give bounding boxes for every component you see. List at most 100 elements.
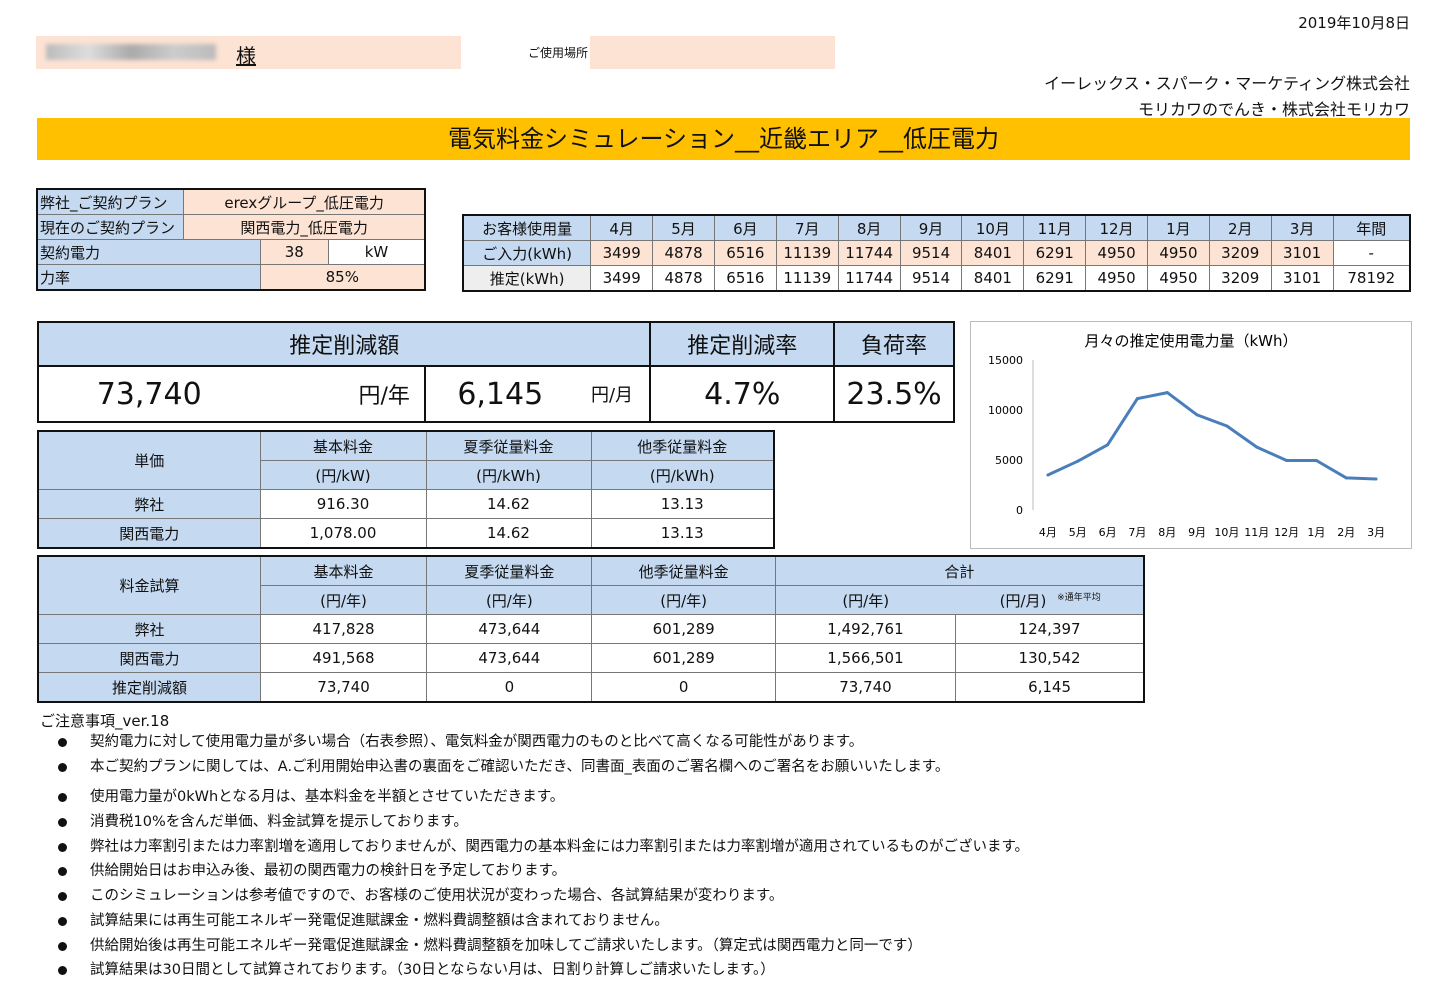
unit-header-basic: 基本料金 bbox=[259, 430, 427, 461]
plan-table: 弊社_ご契約プラン erexグループ_低圧電力 現在のご契約プラン 関西電力_低… bbox=[36, 188, 426, 291]
reduction-yearly-value: 73,740 bbox=[36, 365, 260, 423]
note-text: 供給開始日はお申込み後、最初の関西電力の検針日を予定しております。 bbox=[90, 863, 567, 880]
reduction-yearly-unit: 円/年 bbox=[259, 365, 426, 423]
cost-cell: 1,566,501 bbox=[774, 643, 957, 673]
data-point bbox=[1165, 391, 1169, 395]
power-factor-label: 力率 bbox=[36, 264, 261, 291]
data-point bbox=[1076, 459, 1080, 463]
page-title: 電気料金シミュレーション__近畿エリア__低圧電力 bbox=[37, 118, 1410, 160]
bullet-icon bbox=[58, 842, 67, 852]
unit-cell: 1,078.00 bbox=[259, 518, 427, 549]
data-point bbox=[1225, 424, 1229, 428]
series-line bbox=[1047, 391, 1377, 481]
cost-header-summer-unit: (円/年) bbox=[426, 585, 593, 615]
power-factor-value: 85% bbox=[259, 264, 426, 291]
monthly-usage-chart: 月々の推定使用電力量（kWh） 0 5000 10000 15000 4月 5月 6月 7月 8… bbox=[970, 321, 1412, 549]
usage-header-label: お客様使用量 bbox=[462, 214, 592, 241]
note-text: 試算結果は30日間として試算されております。（30日とならない月は、日割り計算し… bbox=[90, 962, 775, 979]
note-text: 消費税10%を含んだ単価、料金試算を提示しております。 bbox=[90, 814, 468, 831]
x-tick-label: 3月 bbox=[1367, 526, 1385, 539]
notes-list: 契約電力に対して使用電力量が多い場合（右表参照）、電気料金が関西電力のものと比べ… bbox=[58, 730, 1398, 983]
usage-input-label: ご入力(kWh) bbox=[462, 240, 592, 266]
cost-cell: 473,644 bbox=[426, 614, 593, 644]
usage-input-cell: 4950 bbox=[1085, 240, 1148, 266]
cost-cell: 73,740 bbox=[259, 672, 428, 703]
customer-honorific: 様 bbox=[236, 44, 256, 68]
usage-estimate-cell: 3209 bbox=[1208, 265, 1272, 292]
cost-cell: 601,289 bbox=[591, 643, 776, 673]
bullet-icon bbox=[58, 941, 67, 951]
cost-cell: 0 bbox=[426, 672, 593, 703]
cost-cell: 6,145 bbox=[955, 672, 1145, 703]
usage-table: お客様使用量 4月 5月 6月 7月 8月 9月 10月 11月 12月 1月 2月 3月 年間 ご入力… bbox=[462, 214, 1411, 292]
usage-estimate-cell: 11744 bbox=[837, 265, 901, 292]
unit-cell: 13.13 bbox=[590, 489, 775, 519]
cost-header-summer: 夏季従量料金 bbox=[426, 555, 593, 586]
x-tick-label: 6月 bbox=[1099, 526, 1117, 539]
note-item: 使用電力量が0kWhとなる月は、基本料金を半額とさせていただきます。 bbox=[58, 785, 1398, 810]
usage-estimate-cell: 4878 bbox=[652, 265, 715, 292]
table-row: 関西電力 1,078.00 14.62 13.13 bbox=[37, 518, 775, 549]
plan-label-current: 現在のご契約プラン bbox=[36, 214, 185, 240]
usage-month-header: 9月 bbox=[899, 214, 963, 241]
usage-estimate-cell: 78192 bbox=[1332, 265, 1411, 292]
cost-cell: 124,397 bbox=[955, 614, 1145, 644]
unit-row-name: 弊社 bbox=[37, 489, 261, 519]
cost-row-name: 関西電力 bbox=[37, 643, 261, 673]
bullet-icon bbox=[58, 738, 67, 747]
unit-price-table: 単価 基本料金 夏季従量料金 他季従量料金 (円/kW) (円/kWh) (円/… bbox=[37, 430, 775, 549]
x-tick-label: 8月 bbox=[1158, 526, 1176, 539]
note-text: 試算結果には再生可能エネルギー発電促進賦課金・燃料費調整額は含まれておりません。 bbox=[90, 912, 669, 929]
note-item: 試算結果は30日間として試算されております。（30日とならない月は、日割り計算し… bbox=[58, 958, 1398, 983]
note-item: 弊社は力率割引または力率割増を適用しておりませんが、関西電力の基本料金には力率割… bbox=[58, 835, 1398, 860]
y-tick-label: 15000 bbox=[988, 354, 1023, 367]
unit-cell: 14.62 bbox=[425, 489, 592, 519]
cost-header-basic-unit: (円/年) bbox=[259, 585, 428, 615]
usage-estimate-cell: 6516 bbox=[713, 265, 777, 292]
data-point bbox=[1195, 413, 1199, 417]
usage-input-cell: 6291 bbox=[1023, 240, 1087, 266]
unit-cell: 14.62 bbox=[425, 518, 592, 549]
customer-name-redacted bbox=[46, 44, 216, 60]
cost-cell: 73,740 bbox=[774, 672, 957, 703]
note-text: このシミュレーションは参考値ですので、お客様のご使用状況が変わった場合、各試算結… bbox=[90, 888, 784, 905]
unit-header-other-unit: (円/kWh) bbox=[590, 460, 775, 490]
cost-row-name: 推定削減額 bbox=[37, 672, 261, 703]
cost-estimate-table: 料金試算 基本料金 夏季従量料金 他季従量料金 合計 (円/年) (円/年) (… bbox=[37, 555, 1145, 703]
y-tick-label: 10000 bbox=[988, 404, 1023, 417]
company-name-2: モリカワのでんき・株式会社モリカワ bbox=[1137, 100, 1410, 119]
x-tick-label: 1月 bbox=[1307, 526, 1325, 539]
contract-power-unit: kW bbox=[327, 239, 426, 265]
cost-cell: 1,492,761 bbox=[774, 614, 957, 644]
data-point bbox=[1255, 445, 1259, 449]
usage-estimate-cell: 8401 bbox=[961, 265, 1025, 292]
bullet-icon bbox=[58, 966, 67, 976]
unit-cell: 13.13 bbox=[590, 518, 775, 549]
unit-header-other: 他季従量料金 bbox=[590, 430, 775, 461]
chart-svg: 月々の推定使用電力量（kWh） 0 5000 10000 15000 4月 5月 6月 7月 8… bbox=[988, 332, 1385, 539]
customer-name-box: 様 bbox=[36, 36, 461, 69]
y-tick-label: 0 bbox=[1016, 504, 1023, 517]
usage-input-cell: 3101 bbox=[1270, 240, 1334, 266]
data-point bbox=[1344, 476, 1348, 480]
cost-label: 料金試算 bbox=[37, 555, 261, 615]
plan-value-current: 関西電力_低圧電力 bbox=[183, 214, 426, 240]
unit-cell: 916.30 bbox=[259, 489, 427, 519]
reduction-monthly-value: 6,145 bbox=[423, 365, 575, 423]
reduction-rate-label: 推定削減率 bbox=[649, 321, 836, 367]
x-tick-label: 9月 bbox=[1188, 526, 1206, 539]
x-tick-label: 5月 bbox=[1069, 526, 1087, 539]
data-point bbox=[1314, 459, 1318, 462]
bullet-icon bbox=[58, 818, 67, 828]
reduction-amount-label: 推定削減額 bbox=[36, 321, 652, 367]
x-tick-label: 7月 bbox=[1128, 526, 1146, 539]
x-tick-label: 4月 bbox=[1039, 526, 1057, 539]
usage-month-header: 11月 bbox=[1023, 214, 1087, 241]
cost-header-total: 合計 bbox=[774, 555, 1145, 586]
reduction-monthly-unit: 円/月 bbox=[574, 365, 652, 423]
note-item: 契約電力に対して使用電力量が多い場合（右表参照）、電気料金が関西電力のものと比べ… bbox=[58, 730, 1398, 755]
table-row: 弊社 417,828 473,644 601,289 1,492,761 124… bbox=[37, 614, 1145, 644]
usage-month-header: 4月 bbox=[590, 214, 654, 241]
note-item: 本ご契約プランに関しては、A.ご利用開始申込書の裏面をご確認いただき、同書面_表… bbox=[58, 755, 1398, 780]
unit-header-summer: 夏季従量料金 bbox=[425, 430, 592, 461]
